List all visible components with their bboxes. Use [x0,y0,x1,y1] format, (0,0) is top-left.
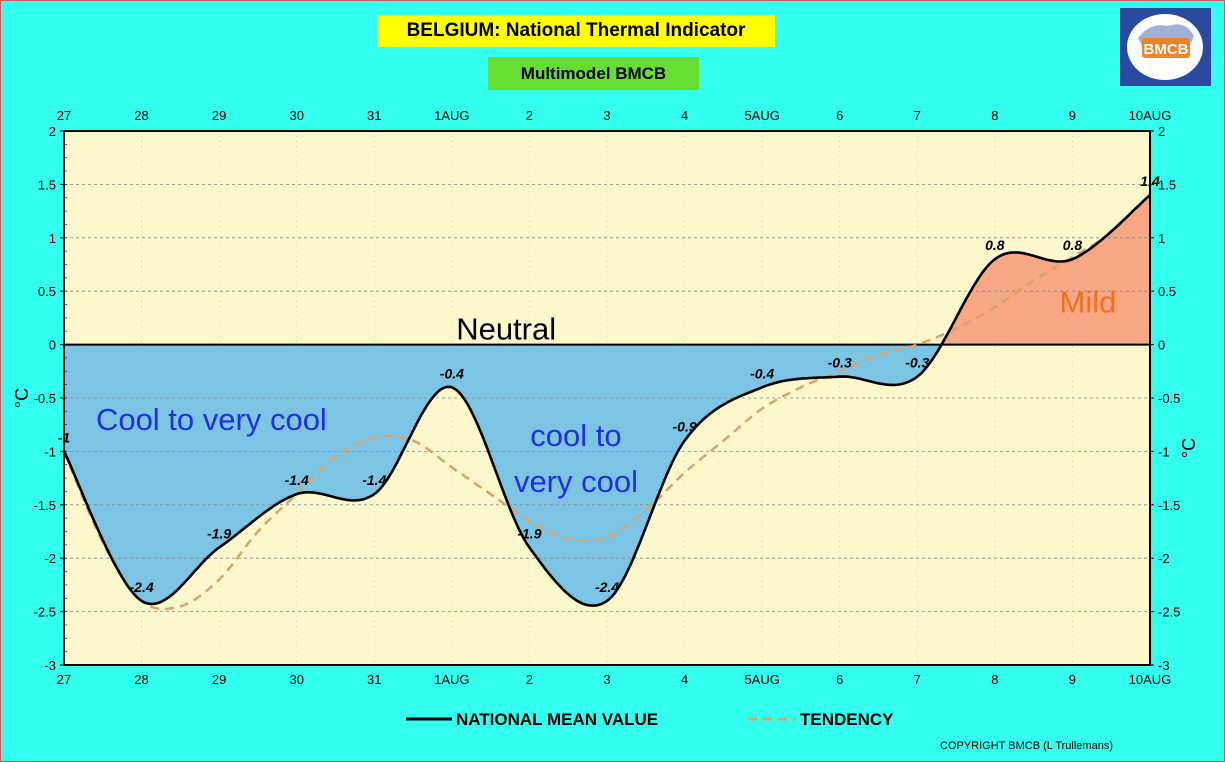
y-axis-label: °C [12,388,32,408]
x-tick-label-top: 30 [289,108,303,123]
chart-subtitle: Multimodel BMCB [488,57,699,90]
region-annotation: very cool [514,464,638,499]
data-label: -0.3 [905,355,929,371]
copyright-text: COPYRIGHT BMCB (L Trullemans) [940,740,1113,752]
logo-text: BMCB [1144,41,1189,58]
x-tick-label: 31 [367,672,381,687]
x-tick-label-top: 8 [991,108,998,123]
x-tick-label-top: 31 [367,108,381,123]
x-tick-label: 28 [134,672,148,687]
mild-area [64,195,1150,345]
y-tick-label-right: -2 [1158,551,1170,566]
x-tick-label: 5AUG [744,672,779,687]
data-label: -0.4 [750,365,774,381]
y-axis-label-right: °C [1179,438,1199,458]
data-label: 0.8 [1063,237,1083,253]
y-tick-label-right: -2.5 [1158,605,1180,620]
y-tick-label-right: -1 [1158,444,1170,459]
y-tick-label: 1 [49,231,56,246]
y-tick-label: -3 [44,658,56,673]
x-tick-label-top: 27 [57,108,71,123]
x-tick-label-top: 6 [836,108,843,123]
data-label: -1 [58,429,71,445]
data-label: -0.4 [440,365,464,381]
x-tick-label: 10AUG [1129,672,1172,687]
x-tick-label: 8 [991,672,998,687]
x-tick-label-top: 7 [914,108,921,123]
data-label: -1.4 [362,472,386,488]
y-tick-label-right: 1.5 [1158,177,1176,192]
x-tick-label-top: 28 [134,108,148,123]
region-annotation: Mild [1060,285,1117,320]
bmcb-logo: BMCB [1120,8,1211,86]
data-label: -2.4 [130,579,154,595]
data-label: -1.9 [207,526,231,542]
y-tick-label: -0.5 [34,391,56,406]
chart-title: BELGIUM: National Thermal Indicator [377,15,775,47]
x-tick-label: 29 [212,672,226,687]
y-tick-label-right: 1 [1158,231,1165,246]
x-tick-label: 6 [836,672,843,687]
y-tick-label-right: 0.5 [1158,284,1176,299]
y-tick-label: -2 [44,551,56,566]
x-tick-label-top: 29 [212,108,226,123]
x-tick-label: 9 [1069,672,1076,687]
x-tick-label-top: 9 [1069,108,1076,123]
y-tick-label-right: -0.5 [1158,391,1180,406]
y-tick-label-right: -3 [1158,658,1170,673]
x-tick-label: 2 [526,672,533,687]
x-tick-label: 27 [57,672,71,687]
x-tick-label: 30 [289,672,303,687]
y-tick-label: 1.5 [38,177,56,192]
x-tick-label: 4 [681,672,688,687]
data-label: -1.9 [517,526,541,542]
cool-area [64,344,942,606]
x-tick-label: 7 [914,672,921,687]
legend-label-tendency: TENDENCY [800,710,894,729]
legend-label-main: NATIONAL MEAN VALUE [456,710,658,729]
data-label: -0.3 [828,355,852,371]
y-tick-label-right: -1.5 [1158,498,1180,513]
region-annotation: cool to [530,418,621,453]
data-label: 0.8 [985,237,1005,253]
data-label: -2.4 [595,579,619,595]
y-tick-label: 0 [49,338,56,353]
region-annotation: Neutral [456,311,556,346]
data-label: -1.4 [285,472,309,488]
region-annotation: Cool to very cool [96,402,327,437]
x-tick-label-top: 2 [526,108,533,123]
x-tick-label-top: 3 [603,108,610,123]
x-tick-label-top: 5AUG [744,108,779,123]
y-tick-label: -2.5 [34,605,56,620]
y-tick-label: 0.5 [38,284,56,299]
y-tick-label: 2 [49,124,56,139]
tendency-line [62,194,1151,611]
x-tick-label-top: 1AUG [434,108,469,123]
national-mean-line [62,194,1151,607]
x-tick-label-top: 4 [681,108,688,123]
x-tick-label: 1AUG [434,672,469,687]
data-label: 1.4 [1140,173,1160,189]
x-tick-label-top: 10AUG [1129,108,1172,123]
x-tick-label: 3 [603,672,610,687]
y-tick-label: -1 [44,444,56,459]
data-label: -0.9 [673,419,697,435]
y-tick-label-right: 2 [1158,124,1165,139]
y-tick-label-right: 0 [1158,338,1165,353]
y-tick-label: -1.5 [34,498,56,513]
